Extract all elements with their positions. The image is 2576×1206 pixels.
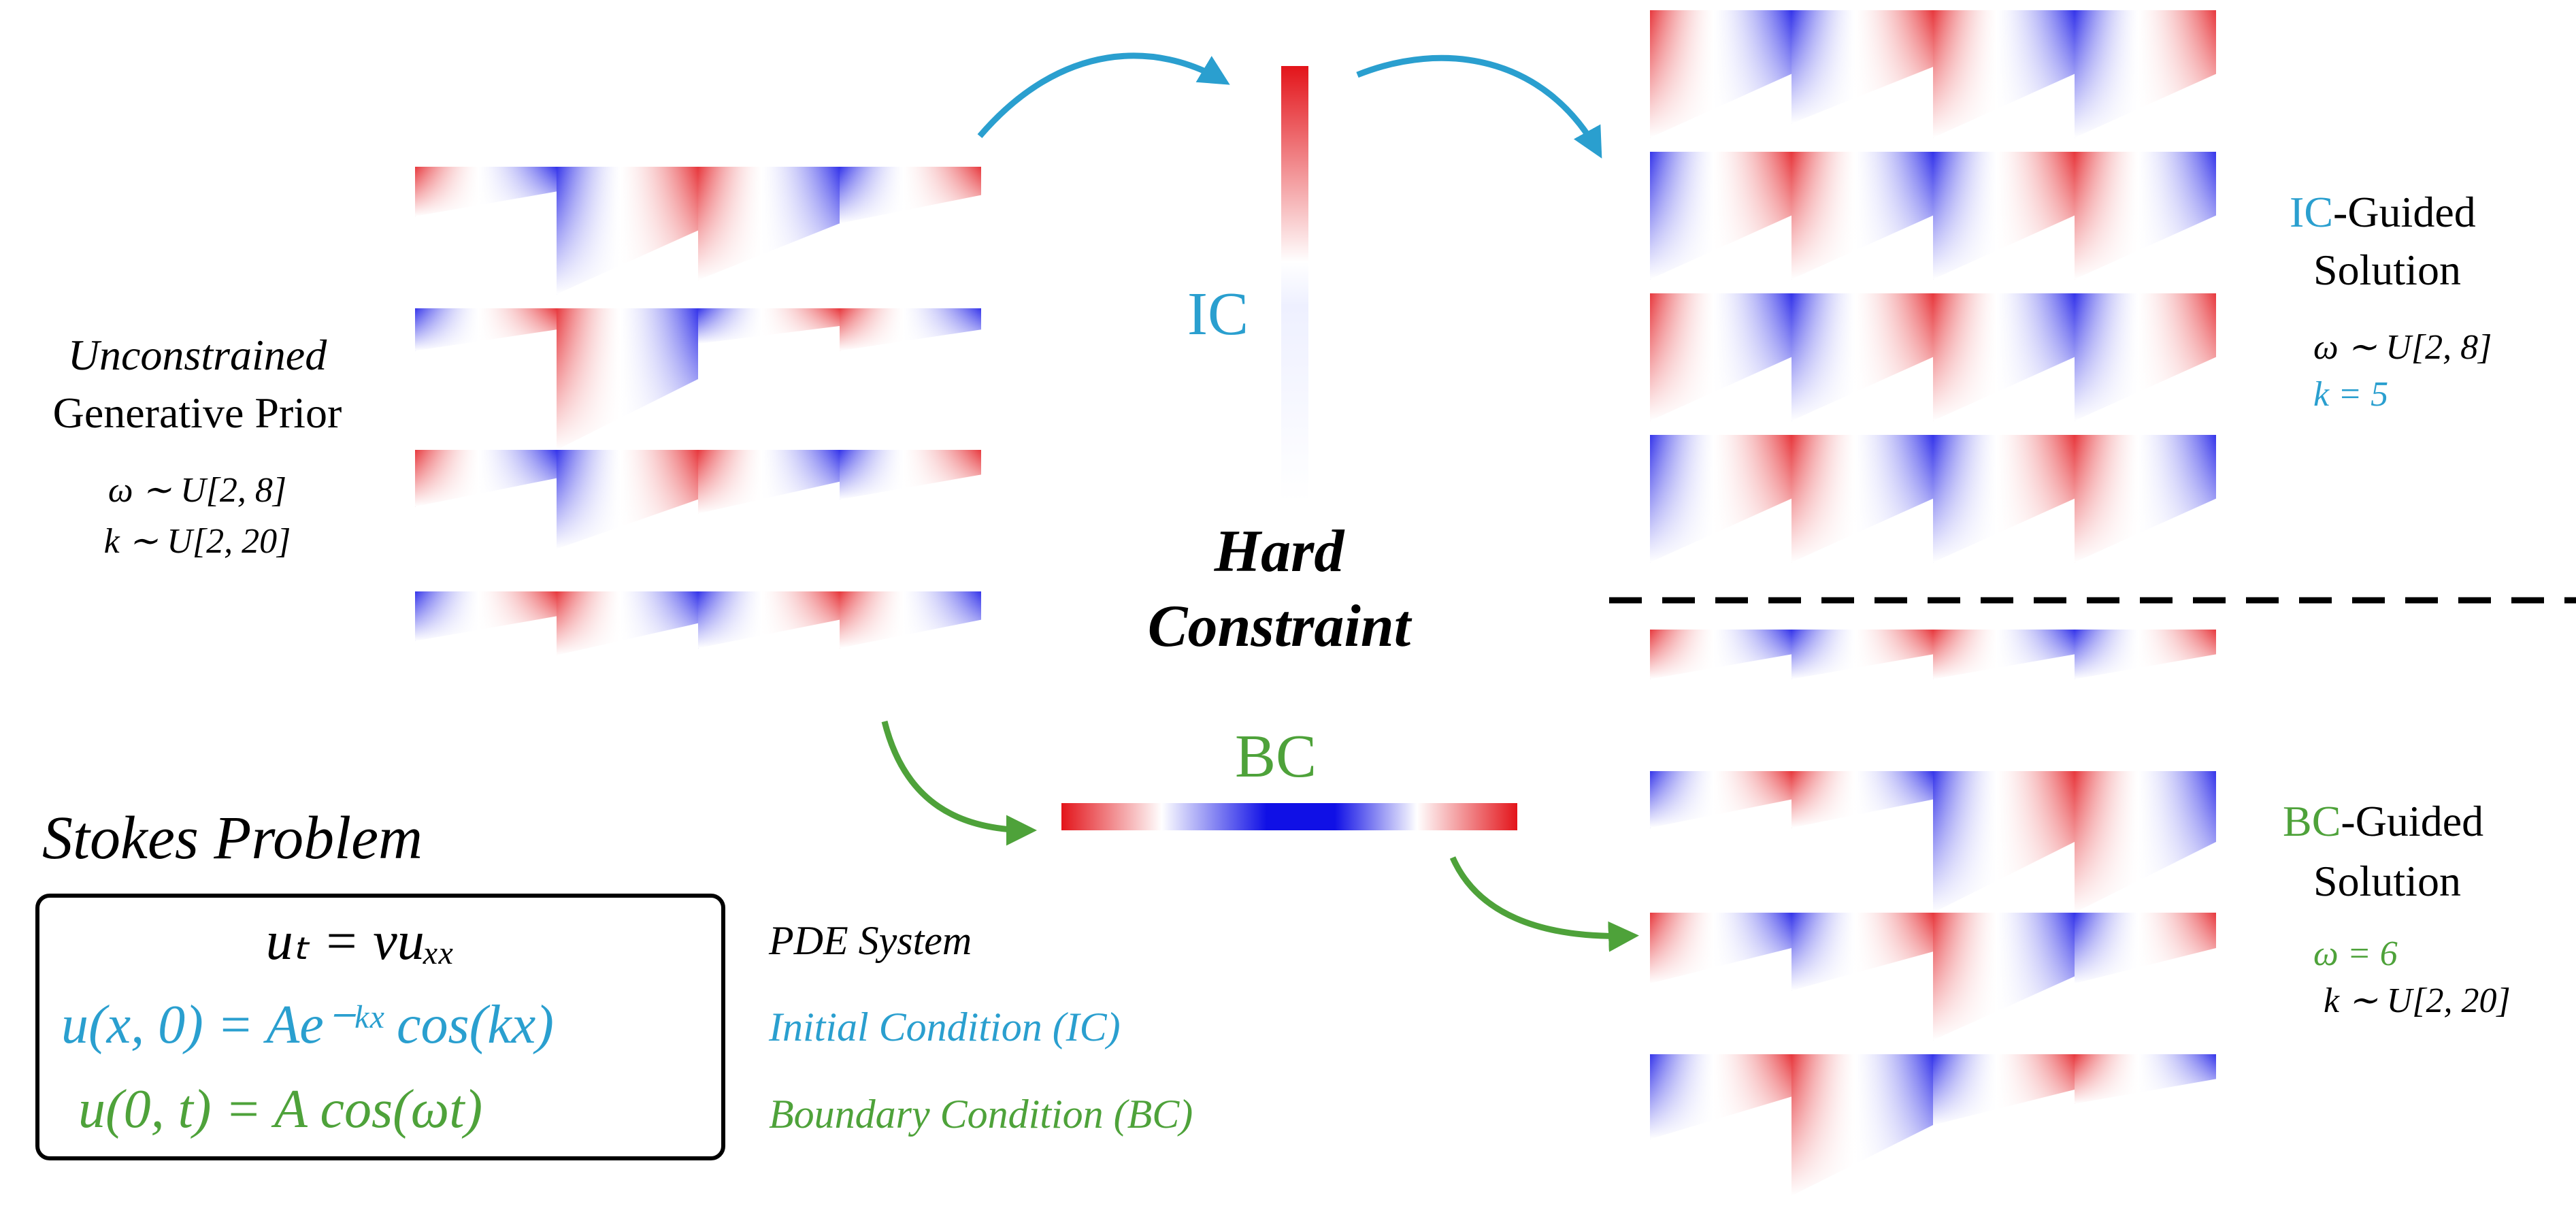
- label-pde-system: PDE System: [769, 917, 972, 964]
- field-tile: [415, 308, 557, 351]
- ic-solution-subtitle: Solution: [2313, 245, 2461, 295]
- field-tile: [415, 450, 557, 506]
- field-tile: [2075, 771, 2216, 913]
- field-tile: [840, 308, 981, 351]
- field-tile: [1791, 152, 1933, 279]
- field-tile: [2075, 435, 2216, 562]
- ic-solution-param-omega: ω ∼ U[2, 8]: [2313, 327, 2492, 368]
- field-tile: [1650, 771, 1791, 828]
- field-tile: [1791, 435, 1933, 562]
- field-tile: [1933, 152, 2075, 279]
- field-tile: [2075, 913, 2216, 983]
- bc-solution-grid: [1650, 630, 2216, 1196]
- field-tile: [1933, 771, 2075, 913]
- field-tile: [698, 450, 840, 514]
- field-tile: [1791, 913, 1933, 990]
- bc-solution-param-k: k ∼ U[2, 20]: [2324, 980, 2511, 1021]
- ic-solution-param-k: k = 5: [2313, 374, 2388, 414]
- bc-solution-title: BC-Guided: [2283, 796, 2483, 847]
- ic-solution-grid: [1650, 10, 2216, 562]
- field-tile: [840, 591, 981, 648]
- ic-condition-bar: [1281, 66, 1308, 502]
- field-tile: [2075, 293, 2216, 421]
- prior-label-line1: Unconstrained: [27, 330, 367, 380]
- bc-condition-bar: [1061, 803, 1517, 830]
- field-tile: [1791, 10, 1933, 123]
- field-tile: [1933, 435, 2075, 562]
- prior-param-omega: ω ∼ U[2, 8]: [61, 470, 333, 510]
- label-initial-condition: Initial Condition (IC): [769, 1004, 1121, 1051]
- field-tile: [557, 167, 698, 294]
- field-tile: [415, 591, 557, 641]
- bc-solution-title-rest: -Guided: [2341, 797, 2483, 845]
- problem-title: Stokes Problem: [42, 803, 423, 873]
- ic-solution-title-rest: -Guided: [2333, 188, 2476, 236]
- field-tile: [840, 450, 981, 500]
- ic-solution-title: IC-Guided: [2290, 187, 2476, 238]
- hard-constraint-line2: Constraint: [1075, 592, 1483, 661]
- field-tile: [1933, 913, 2075, 1040]
- arrow-bc-to-solution: [1453, 858, 1633, 936]
- arrow-prior-to-ic: [980, 56, 1225, 136]
- prior-sample-grid: [415, 167, 981, 655]
- field-tile: [1650, 913, 1791, 983]
- field-tile: [698, 167, 840, 280]
- field-tile: [2075, 1054, 2216, 1104]
- field-tile: [1791, 630, 1933, 679]
- field-tile: [1933, 1054, 2075, 1125]
- field-tile: [1650, 152, 1791, 279]
- equation-bc: u(0, t) = A cos(ωt): [78, 1079, 482, 1141]
- field-tile: [1791, 1054, 1933, 1196]
- equation-pde: uₜ = νuₓₓ: [54, 909, 667, 973]
- field-tile: [557, 591, 698, 655]
- field-tile: [1650, 293, 1791, 421]
- arrow-ic-to-solution: [1357, 58, 1599, 153]
- bc-solution-prefix: BC: [2283, 797, 2341, 845]
- bc-label: BC: [1235, 721, 1317, 792]
- field-tile: [2075, 152, 2216, 279]
- field-tile: [1933, 10, 2075, 137]
- bc-solution-subtitle: Solution: [2313, 856, 2461, 907]
- field-tile: [2075, 630, 2216, 679]
- field-tile: [1791, 293, 1933, 421]
- field-tile: [1933, 293, 2075, 421]
- field-tile: [1650, 630, 1791, 679]
- field-tile: [1650, 435, 1791, 562]
- field-tile: [1791, 771, 1933, 828]
- label-boundary-condition: Boundary Condition (BC): [769, 1091, 1193, 1138]
- field-tile: [1650, 1054, 1791, 1139]
- bc-solution-param-omega: ω = 6: [2313, 934, 2398, 974]
- prior-param-k: k ∼ U[2, 20]: [61, 521, 333, 561]
- field-tile: [698, 308, 840, 344]
- field-tile: [557, 308, 698, 450]
- field-tile: [415, 167, 557, 216]
- ic-solution-prefix: IC: [2290, 188, 2333, 236]
- arrow-prior-to-bc: [885, 721, 1031, 830]
- prior-label-line2: Generative Prior: [20, 388, 374, 438]
- field-tile: [1650, 10, 1791, 137]
- equation-ic: u(x, 0) = Ae⁻ᵏˣ cos(kx): [61, 992, 554, 1056]
- field-tile: [557, 450, 698, 549]
- field-tile: [1933, 630, 2075, 679]
- field-tile: [698, 591, 840, 648]
- field-tile: [2075, 10, 2216, 137]
- hard-constraint-line1: Hard: [1075, 517, 1483, 586]
- ic-label: IC: [1187, 279, 1249, 349]
- field-tile: [840, 167, 981, 223]
